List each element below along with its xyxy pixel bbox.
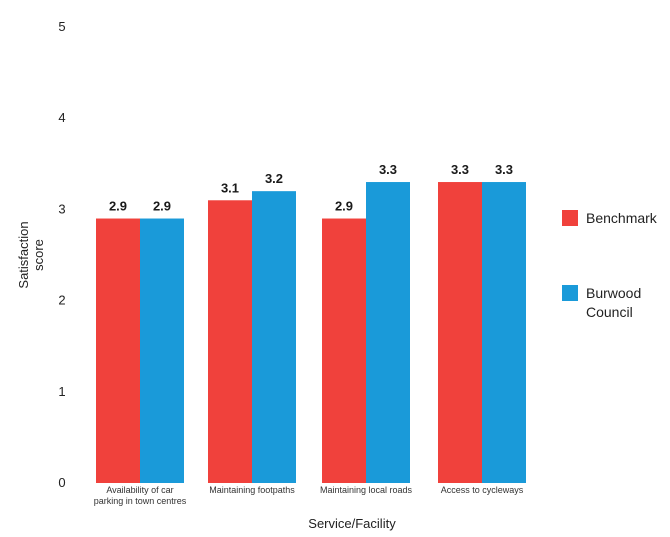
- y-tick-label: 5: [58, 19, 65, 34]
- bar: [140, 218, 184, 483]
- bar: [252, 191, 296, 483]
- data-label: 3.3: [495, 162, 513, 177]
- x-category-label: Access to cycleways: [441, 485, 524, 495]
- data-label: 3.2: [265, 171, 283, 186]
- y-tick-label: 3: [58, 201, 65, 216]
- bar: [96, 218, 140, 483]
- y-axis-ticks: 0 1 2 3 4 5: [58, 19, 65, 490]
- legend-label: Burwood Council: [586, 285, 641, 320]
- y-tick-label: 1: [58, 384, 65, 399]
- data-label: 3.3: [451, 162, 469, 177]
- legend: Benchmark Burwood Council: [562, 210, 658, 320]
- data-label: 3.1: [221, 180, 239, 195]
- bar: [438, 182, 482, 484]
- x-category-label: Maintaining footpaths: [209, 485, 295, 495]
- data-labels: 2.9 2.9 3.1 3.2 2.9 3.3 3.3 3.3: [109, 162, 513, 213]
- x-category-label: Availability of car parking in town centr…: [94, 485, 187, 506]
- bar: [482, 182, 526, 484]
- y-tick-label: 4: [58, 110, 65, 125]
- legend-swatch: [562, 210, 578, 226]
- bar: [366, 182, 410, 484]
- data-label: 2.9: [335, 199, 353, 214]
- x-category-label: Maintaining local roads: [320, 485, 413, 495]
- y-tick-label: 0: [58, 475, 65, 490]
- bars: [96, 182, 526, 484]
- x-axis-category-labels: Availability of car parking in town centr…: [94, 485, 524, 506]
- x-axis-title: Service/Facility: [308, 516, 396, 531]
- y-axis-title: Satisfactionscore: [16, 221, 46, 288]
- legend-swatch: [562, 285, 578, 301]
- data-label: 2.9: [153, 199, 171, 214]
- legend-label: Benchmark: [586, 210, 658, 226]
- data-label: 2.9: [109, 199, 127, 214]
- bar: [208, 200, 252, 483]
- bar: [322, 218, 366, 483]
- data-label: 3.3: [379, 162, 397, 177]
- y-tick-label: 2: [58, 293, 65, 308]
